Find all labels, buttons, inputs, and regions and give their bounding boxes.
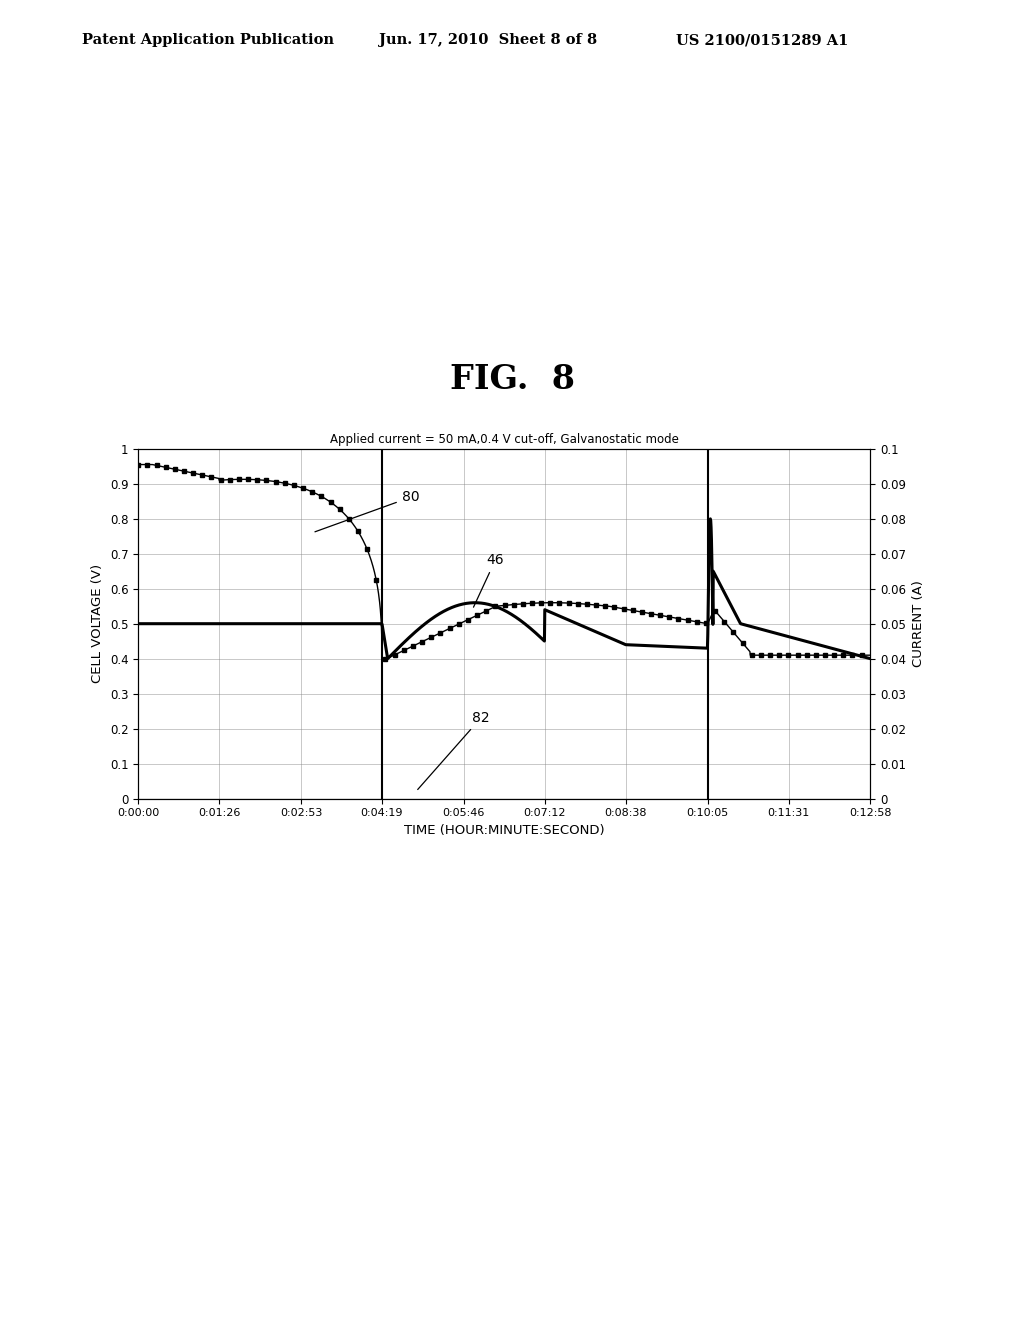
Y-axis label: CURRENT (A): CURRENT (A)	[911, 581, 925, 667]
Y-axis label: CELL VOLTAGE (V): CELL VOLTAGE (V)	[91, 564, 104, 684]
Text: 80: 80	[315, 490, 420, 532]
Text: US 2100/0151289 A1: US 2100/0151289 A1	[676, 33, 848, 48]
Text: Jun. 17, 2010  Sheet 8 of 8: Jun. 17, 2010 Sheet 8 of 8	[379, 33, 597, 48]
X-axis label: TIME (HOUR:MINUTE:SECOND): TIME (HOUR:MINUTE:SECOND)	[404, 824, 604, 837]
Title: Applied current = 50 mA,0.4 V cut-off, Galvanostatic mode: Applied current = 50 mA,0.4 V cut-off, G…	[330, 433, 679, 446]
Text: 82: 82	[418, 710, 489, 789]
Text: FIG.  8: FIG. 8	[450, 363, 574, 396]
Text: 46: 46	[473, 553, 504, 607]
Text: Patent Application Publication: Patent Application Publication	[82, 33, 334, 48]
